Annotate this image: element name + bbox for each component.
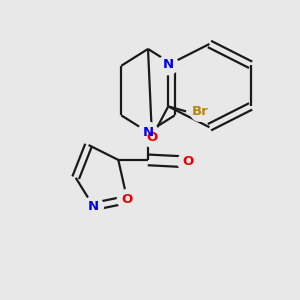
Circle shape — [158, 55, 178, 75]
Circle shape — [138, 122, 158, 142]
Circle shape — [178, 152, 197, 172]
Text: O: O — [146, 130, 158, 144]
Circle shape — [142, 127, 162, 147]
Text: N: N — [88, 200, 99, 213]
Text: O: O — [122, 193, 133, 206]
Text: O: O — [182, 155, 193, 168]
Text: N: N — [142, 126, 154, 139]
Text: N: N — [163, 58, 174, 71]
Text: Br: Br — [192, 105, 208, 118]
Circle shape — [84, 196, 103, 216]
Circle shape — [117, 190, 137, 209]
Circle shape — [190, 101, 210, 121]
